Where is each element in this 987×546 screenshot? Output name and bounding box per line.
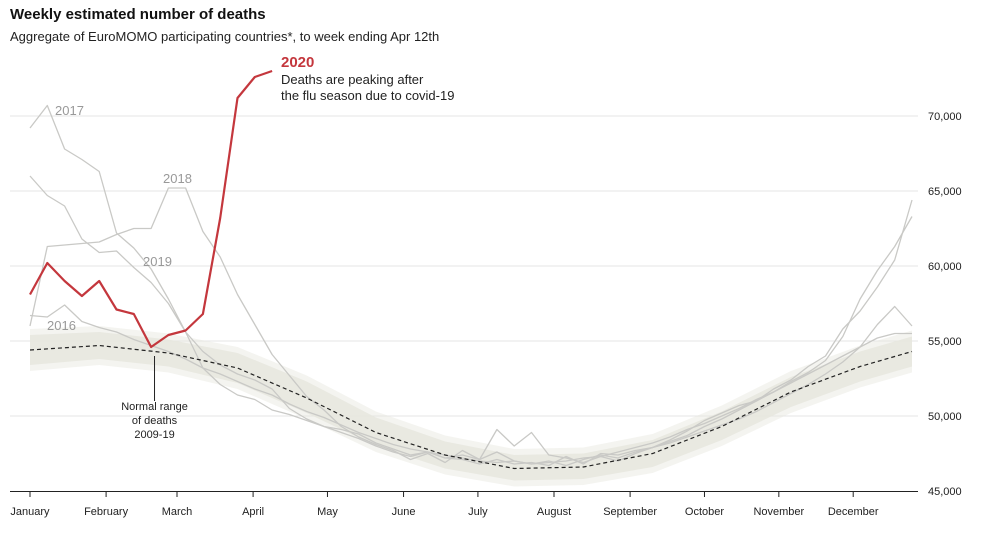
x-tick-label: April <box>242 506 264 518</box>
x-tick-label: August <box>537 506 571 518</box>
x-tick-label: December <box>828 506 879 518</box>
median-line-layer <box>29 344 913 470</box>
x-tick-label: November <box>753 506 804 518</box>
normal-range-label: of deaths <box>132 415 178 427</box>
chart-title: Weekly estimated number of deaths <box>10 6 266 23</box>
y-tick-label: 45,000 <box>928 486 962 498</box>
normal-range-band <box>30 332 912 481</box>
normal-range-median-line <box>29 344 913 470</box>
series-labels: Normal range of deaths 2009-19 2020 2017 2018… <box>47 54 454 441</box>
series-label-2016: 2016 <box>47 318 76 333</box>
normal-range-label: 2009-19 <box>134 429 174 441</box>
y-tick-label: 60,000 <box>928 261 962 273</box>
x-tick-label: July <box>468 506 488 518</box>
normal-range-band-layer <box>30 326 912 487</box>
series-label-2020: 2020 <box>281 54 314 71</box>
axes: 45,000 50,000 55,000 60,000 65,000 70,000 Janu… <box>10 111 962 518</box>
normal-range-label: Normal range <box>121 401 188 413</box>
x-tick-label: June <box>392 506 416 518</box>
highlight-note: the flu season due to covid-19 <box>281 88 454 103</box>
series-label-2018: 2018 <box>163 171 192 186</box>
series-label-2019: 2019 <box>143 254 172 269</box>
x-tick-label: February <box>84 506 129 518</box>
series-line-2019 <box>29 175 913 467</box>
x-tick-label: May <box>317 506 338 518</box>
series-line-2017 <box>29 104 913 467</box>
x-tick-label: October <box>685 506 724 518</box>
highlight-note: Deaths are peaking after <box>281 72 424 87</box>
x-tick-label: September <box>603 506 657 518</box>
x-tick-label: January <box>10 506 50 518</box>
y-tick-label: 50,000 <box>928 411 962 423</box>
y-tick-label: 55,000 <box>928 336 962 348</box>
series-line-2020 <box>29 69 273 349</box>
y-tick-label: 70,000 <box>928 111 962 123</box>
series-label-2017: 2017 <box>55 103 84 118</box>
chart-subtitle: Aggregate of EuroMOMO participating coun… <box>10 29 440 44</box>
y-tick-label: 65,000 <box>928 186 962 198</box>
series-line-2018 <box>29 187 913 464</box>
x-tick-label: March <box>162 506 193 518</box>
